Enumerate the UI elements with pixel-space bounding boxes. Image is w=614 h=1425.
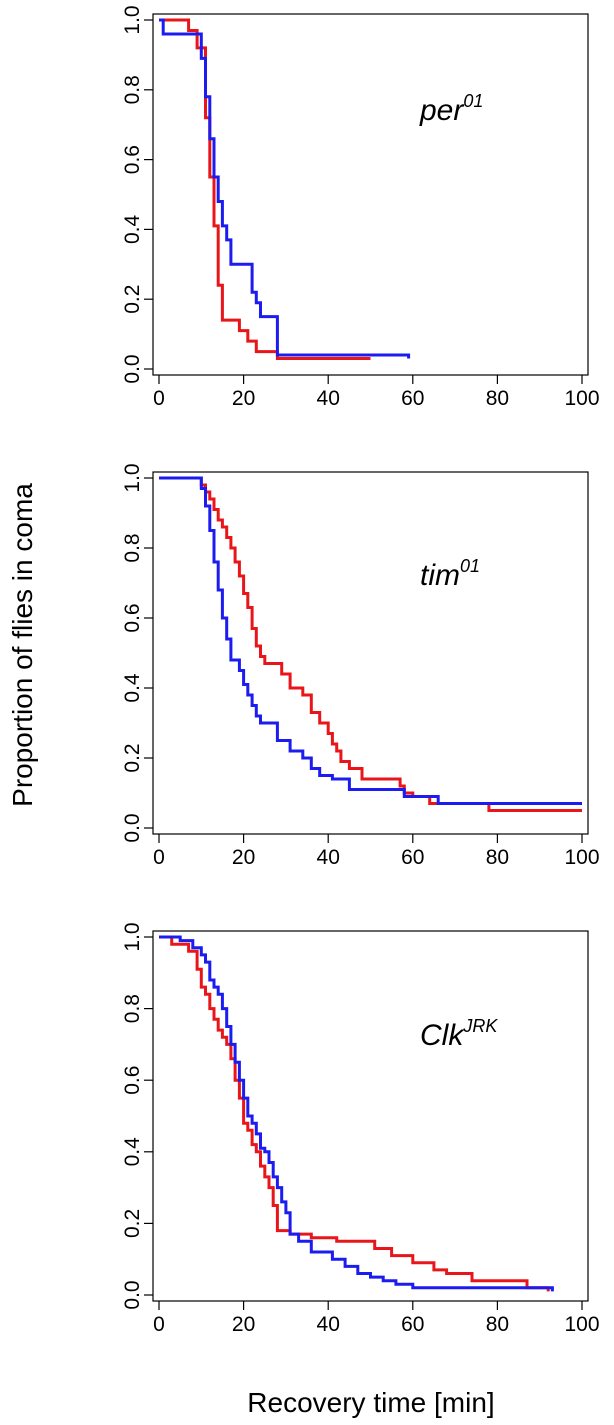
plot-frame — [152, 471, 589, 835]
x-axis-title: Recovery time [min] — [247, 1387, 494, 1418]
y-tick-label: 0.6 — [121, 145, 144, 174]
genotype-label: tim01 — [420, 556, 480, 592]
genotype-label-base: per — [419, 94, 464, 127]
x-tick-label: 0 — [153, 846, 165, 869]
x-tick-label: 20 — [232, 846, 255, 869]
y-tick-label: 0.6 — [121, 603, 144, 632]
x-tick-label: 60 — [401, 387, 424, 410]
y-axis-title: Proportion of flies in coma — [7, 483, 38, 807]
y-tick-label: 0.4 — [121, 673, 144, 703]
panel-3: 0 20 40 60 80 100 0.0 0.2 0.4 0.6 0.8 1.0 ClkJRK — [121, 922, 600, 1336]
x-tick-label: 40 — [317, 1313, 340, 1336]
x-tick-label: 60 — [401, 1313, 424, 1336]
y-tick-label: 0.8 — [121, 75, 144, 104]
x-tick-label: 40 — [317, 846, 340, 869]
x-tick-label: 60 — [401, 846, 424, 869]
genotype-label-base: tim — [420, 559, 460, 592]
series-line-red — [159, 476, 582, 812]
y-tick-label: 0.4 — [121, 214, 144, 244]
series-line-blue — [159, 18, 411, 359]
x-tick-label: 80 — [486, 1313, 509, 1336]
series-line-red — [159, 935, 550, 1292]
genotype-label-superscript: JRK — [462, 1016, 498, 1036]
series-line-blue — [159, 935, 554, 1292]
y-tick-label: 0.6 — [121, 1066, 144, 1095]
genotype-label-superscript: 01 — [460, 556, 480, 576]
y-tick-label: 0.8 — [121, 533, 144, 562]
genotype-label: ClkJRK — [420, 1016, 498, 1052]
y-tick-label: 0.2 — [121, 743, 144, 772]
y-tick-label: 0.2 — [121, 1209, 144, 1238]
genotype-label: per01 — [419, 91, 483, 127]
genotype-label-base: Clk — [420, 1019, 465, 1052]
series-line-red — [159, 18, 371, 360]
y-tick-label: 0.0 — [121, 354, 144, 383]
y-tick-label: 0.0 — [121, 813, 144, 842]
series-line-blue — [159, 476, 582, 805]
y-tick-label: 1.0 — [121, 5, 144, 34]
x-tick-label: 0 — [153, 1313, 165, 1336]
plot-frame — [152, 13, 589, 376]
genotype-label-superscript: 01 — [463, 91, 483, 111]
x-tick-label: 80 — [486, 387, 509, 410]
x-tick-label: 20 — [232, 387, 255, 410]
x-tick-label: 100 — [564, 387, 599, 410]
x-tick-label: 40 — [317, 387, 340, 410]
x-tick-label: 100 — [564, 846, 599, 869]
x-tick-label: 0 — [153, 387, 165, 410]
y-tick-label: 0.0 — [121, 1280, 144, 1309]
panel-2: 0 20 40 60 80 100 0.0 0.2 0.4 0.6 0.8 1.0 tim01 — [121, 463, 600, 869]
y-tick-label: 1.0 — [121, 922, 144, 951]
x-tick-label: 20 — [232, 1313, 255, 1336]
x-tick-label: 100 — [564, 1313, 599, 1336]
x-tick-label: 80 — [486, 846, 509, 869]
y-tick-label: 0.2 — [121, 285, 144, 314]
y-tick-label: 0.8 — [121, 994, 144, 1023]
y-tick-label: 1.0 — [121, 463, 144, 492]
y-tick-label: 0.4 — [121, 1137, 144, 1167]
panel-1: 0 20 40 60 80 100 0.0 0.2 0.4 0.6 0.8 1.0 per01 — [121, 5, 600, 410]
plot-frame — [152, 930, 589, 1302]
